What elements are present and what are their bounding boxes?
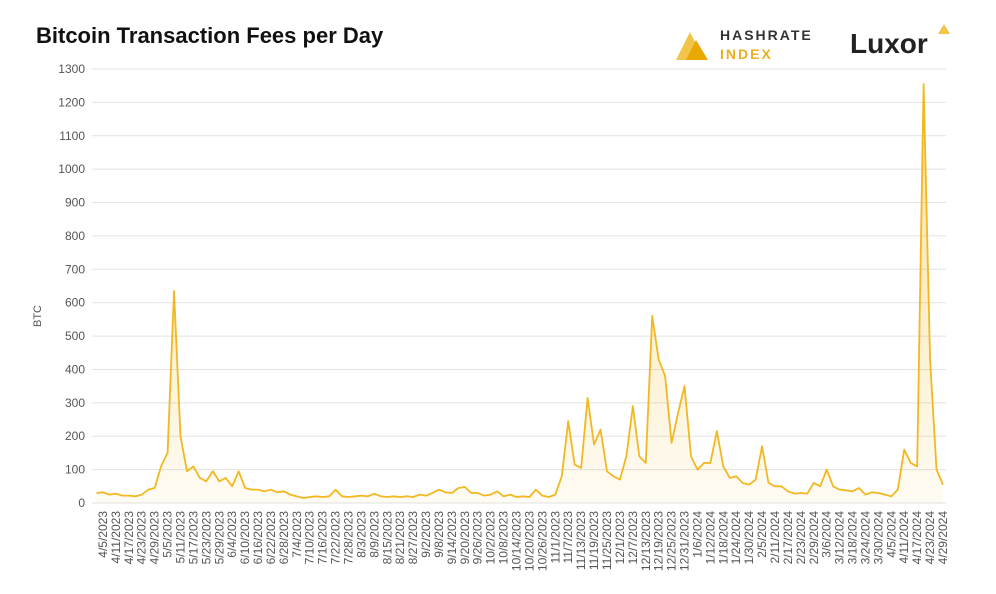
logo-icon — [938, 24, 950, 34]
x-tick-label: 9/26/2023 — [471, 511, 485, 565]
x-tick-label: 11/25/2023 — [600, 511, 614, 570]
x-tick-label: 8/3/2023 — [354, 511, 368, 558]
x-tick-label: 12/1/2023 — [613, 511, 627, 565]
y-tick-label: 700 — [65, 262, 85, 276]
x-tick-label: 3/18/2024 — [846, 511, 860, 565]
x-tick-label: 2/17/2024 — [781, 511, 795, 565]
x-tick-label: 3/12/2024 — [833, 511, 847, 565]
line — [96, 83, 944, 499]
x-tick-label: 12/25/2023 — [665, 511, 679, 571]
x-tick-label: 6/16/2023 — [251, 511, 265, 565]
x-tick-label: 2/5/2024 — [755, 511, 769, 558]
x-tick-label: 4/23/2024 — [923, 511, 937, 565]
x-tick-label: 6/4/2023 — [225, 511, 239, 558]
x-tick-label: 7/22/2023 — [329, 511, 343, 565]
x-tick-label: 5/11/2023 — [174, 511, 188, 564]
x-tick-label: 8/21/2023 — [393, 511, 407, 565]
y-tick-label: 200 — [65, 429, 85, 443]
logo-text: Luxor — [850, 28, 928, 59]
x-tick-label: 1/18/2024 — [716, 511, 730, 565]
x-tick-label: 1/30/2024 — [742, 511, 756, 565]
x-tick-label: 3/6/2024 — [820, 511, 834, 558]
x-tick-label: 5/29/2023 — [212, 511, 226, 565]
x-tick-label: 9/2/2023 — [419, 511, 433, 558]
logo-icon — [686, 40, 708, 60]
x-tick-label: 5/17/2023 — [186, 511, 200, 565]
x-tick-label: 12/19/2023 — [652, 511, 666, 571]
x-tick-label: 1/12/2024 — [703, 511, 717, 565]
x-tick-label: 7/16/2023 — [316, 511, 330, 565]
hashrate-logo: HASHRATE INDEX — [676, 27, 813, 62]
logo-text: HASHRATE — [720, 27, 813, 43]
x-tick-label: 4/17/2024 — [910, 511, 924, 565]
y-tick-label: 300 — [65, 396, 85, 410]
x-tick-label: 4/29/2024 — [936, 511, 950, 565]
x-tick-label: 9/14/2023 — [445, 511, 459, 565]
x-tick-label: 6/22/2023 — [264, 511, 278, 565]
x-tick-label: 3/30/2024 — [871, 511, 885, 565]
x-tick-label: 11/7/2023 — [561, 511, 575, 564]
y-tick-label: 0 — [78, 496, 85, 510]
x-tick-label: 10/14/2023 — [510, 511, 524, 571]
y-tick-label: 1000 — [58, 162, 85, 176]
x-tick-label: 10/26/2023 — [535, 511, 549, 571]
x-tick-label: 6/10/2023 — [238, 511, 252, 565]
x-tick-label: 10/8/2023 — [497, 511, 511, 565]
x-tick-label: 12/13/2023 — [639, 511, 653, 571]
area — [96, 84, 943, 504]
luxor-logo: Luxor — [850, 24, 950, 59]
y-tick-label: 900 — [65, 196, 85, 210]
x-tick-label: 10/20/2023 — [522, 511, 536, 571]
y-tick-label: 800 — [65, 229, 85, 243]
x-tick-label: 8/9/2023 — [367, 511, 381, 558]
x-tick-label: 2/11/2024 — [768, 511, 782, 564]
x-tick-label: 4/11/2023 — [109, 511, 123, 564]
y-axis-label: BTC — [32, 305, 44, 327]
x-tick-label: 9/8/2023 — [432, 511, 446, 558]
x-tick-label: 2/23/2024 — [794, 511, 808, 565]
x-tick-label: 7/28/2023 — [342, 511, 356, 565]
x-tick-label: 10/2/2023 — [484, 511, 498, 565]
x-tick-label: 11/19/2023 — [587, 511, 601, 570]
y-tick-label: 600 — [65, 296, 85, 310]
x-tick-label: 11/13/2023 — [574, 511, 588, 570]
x-tick-label: 4/5/2023 — [96, 511, 110, 558]
x-tick-label: 5/5/2023 — [161, 511, 175, 558]
x-tick-label: 4/11/2024 — [897, 511, 911, 564]
y-tick-label: 1200 — [58, 95, 85, 109]
x-tick-label: 4/23/2023 — [135, 511, 149, 565]
x-tick-label: 12/31/2023 — [678, 511, 692, 571]
x-tick-label: 4/17/2023 — [122, 511, 136, 565]
y-tick-label: 1100 — [59, 129, 85, 143]
x-tick-label: 2/29/2024 — [807, 511, 821, 565]
x-tick-label: 1/6/2024 — [690, 511, 704, 558]
x-tick-label: 8/15/2023 — [380, 511, 394, 565]
y-tick-label: 100 — [65, 463, 85, 477]
y-tick-label: 1300 — [58, 62, 85, 76]
x-tick-label: 11/1/2023 — [548, 511, 562, 564]
x-tick-label: 3/24/2024 — [858, 511, 872, 565]
logo-text: INDEX — [720, 46, 773, 62]
x-tick-label: 5/23/2023 — [199, 511, 213, 565]
x-tick-label: 1/24/2024 — [729, 511, 743, 565]
x-tick-label: 4/5/2024 — [884, 511, 898, 558]
x-tick-label: 8/27/2023 — [406, 511, 420, 565]
x-tick-label: 9/20/2023 — [458, 511, 472, 565]
y-tick-label: 500 — [65, 329, 85, 343]
x-tick-label: 7/4/2023 — [290, 511, 304, 558]
chart-title: Bitcoin Transaction Fees per Day — [36, 23, 384, 48]
y-tick-label: 400 — [65, 362, 85, 376]
x-tick-label: 12/7/2023 — [626, 511, 640, 565]
x-tick-label: 6/28/2023 — [277, 511, 291, 565]
x-tick-label: 7/10/2023 — [303, 511, 317, 565]
x-tick-label: 4/29/2023 — [148, 511, 162, 565]
